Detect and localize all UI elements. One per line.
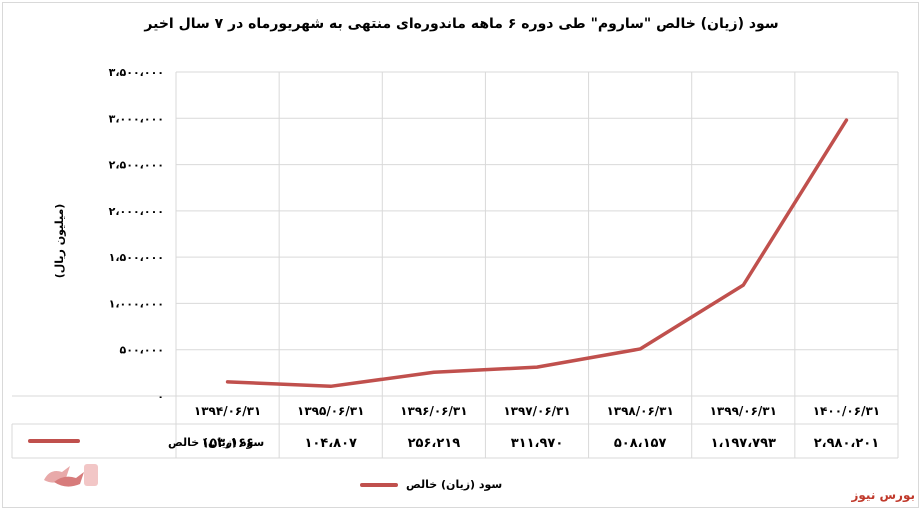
data-point [226,380,230,384]
table-value-label: ۱۰۴،۸۰۷ [304,436,357,451]
y-tick-label: ۳،۵۰۰،۰۰۰ [109,66,164,79]
x-tick-label: ۱۳۹۹/۰۶/۳۱ [710,404,777,418]
data-point [432,370,436,374]
y-tick-label: ۱،۰۰۰،۰۰۰ [109,297,164,310]
table-value-label: ۱۵۳،۱۶۶ [201,436,254,451]
x-tick-label: ۱۳۹۸/۰۶/۳۱ [606,404,673,418]
y-axis-label: (میلیون ریال) [53,203,66,279]
y-tick-label: ۳،۰۰۰،۰۰۰ [109,112,164,125]
data-point [741,283,745,287]
series-line-group [225,118,849,389]
y-axis-ticks: ۰۵۰۰،۰۰۰۱،۰۰۰،۰۰۰۱،۵۰۰،۰۰۰۲،۰۰۰،۰۰۰۲،۵۰۰… [109,66,164,403]
table-value-label: ۲،۹۸۰،۲۰۱ [814,436,879,451]
y-tick-label: ۵۰۰،۰۰۰ [120,344,164,357]
x-tick-label: ۱۳۹۶/۰۶/۳۱ [400,404,467,418]
source-label: بورس نیوز [851,488,915,502]
table-value-label: ۱،۱۹۷،۷۹۳ [711,436,776,451]
table-value-label: ۲۵۶،۲۱۹ [408,436,461,451]
data-point [329,384,333,388]
data-table: ۱۳۹۴/۰۶/۳۱ ۱۳۹۵/۰۶/۳۱ ۱۳۹۶/۰۶/۳۱ ۱۳۹۷/۰۶/۳۱… [11,395,898,459]
legend-label: سود (زیان) خالص [406,478,503,491]
series-line [225,118,849,389]
y-tick-label: ۲،۵۰۰،۰۰۰ [109,159,164,172]
chart-title: سود (زیان) خالص "ساروم" طی دوره ۶ ماهه م… [144,16,779,32]
legend: سود (زیان) خالص [360,478,502,491]
y-tick-label: ۲،۰۰۰،۰۰۰ [109,205,164,218]
x-tick-label: ۱۴۰۰/۰۶/۳۱ [813,404,880,418]
data-point [535,365,539,369]
table-value-label: ۵۰۸،۱۵۷ [614,436,667,451]
table-series-name: سود (زیان) خالص [168,436,264,449]
chart-frame [2,2,919,508]
y-tick-label: ۱،۵۰۰،۰۰۰ [109,251,164,264]
x-tick-label: ۱۳۹۵/۰۶/۳۱ [297,404,364,418]
x-tick-label: ۱۳۹۴/۰۶/۳۱ [194,404,261,418]
table-value-label: ۳۱۱،۹۷۰ [511,436,564,451]
data-point [638,347,642,351]
logo-icon [44,464,98,487]
gridlines [175,71,899,458]
x-tick-label: ۱۳۹۷/۰۶/۳۱ [503,404,570,418]
data-point [844,118,848,122]
legend-swatch [360,482,398,487]
